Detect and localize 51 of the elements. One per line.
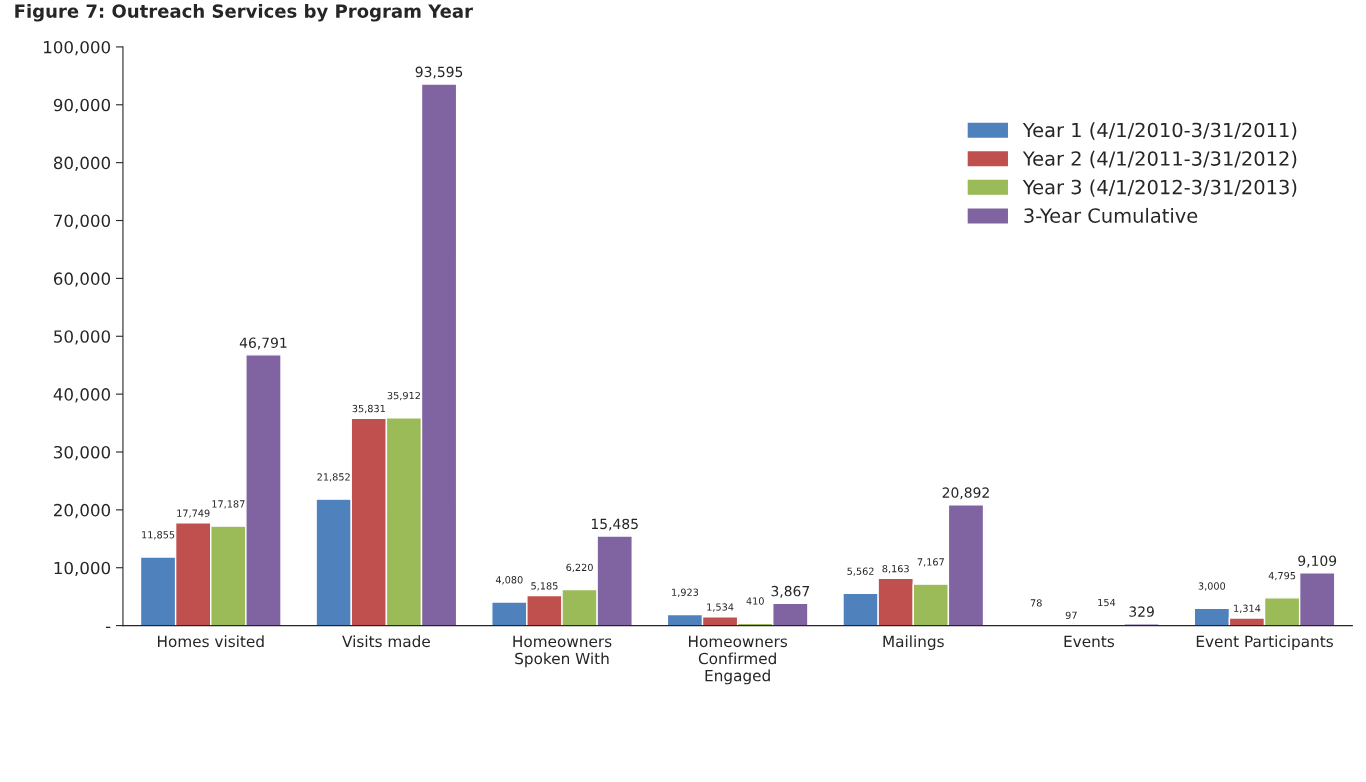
legend-label: Year 3 (4/1/2012-3/31/2013) (1022, 179, 1297, 197)
x-tick-label: Event Participants (1196, 635, 1333, 651)
data-label: 9,109 (1298, 555, 1337, 568)
data-label: 4,795 (1268, 571, 1296, 581)
data-label: 1,314 (1234, 604, 1261, 613)
data-label: 97 (1065, 611, 1077, 619)
y-tick-label: 50,000 (54, 330, 111, 345)
data-label: 46,791 (239, 337, 287, 350)
data-label: 7,167 (917, 558, 944, 567)
data-label: 5,562 (847, 567, 874, 576)
legend-label: 3-Year Cumulative (1024, 207, 1198, 223)
legend-label: Year 1 (4/1/2010-3/31/2011) (1022, 122, 1297, 140)
y-tick-label: 30,000 (54, 445, 111, 461)
x-tick-label: Mailings (883, 635, 944, 651)
data-label: 35,831 (352, 404, 385, 414)
data-label: 5,185 (531, 582, 558, 591)
x-tick-label: Homeowners Spoken With (513, 635, 612, 668)
y-tick-label: - (105, 626, 111, 629)
y-tick-label: 40,000 (53, 388, 111, 403)
x-tick-label: Events (1064, 635, 1115, 648)
data-label: 15,485 (591, 518, 638, 531)
data-label: 4,080 (495, 576, 523, 585)
chart-title: Figure 7: Outreach Services by Program Year (15, 3, 473, 22)
data-label: 1,923 (672, 588, 699, 597)
y-tick-label: 20,000 (54, 503, 111, 519)
data-label: 93,595 (415, 66, 463, 79)
y-tick-label: 70,000 (54, 214, 111, 229)
data-label: 8,163 (882, 564, 909, 574)
data-label: 17,187 (212, 500, 245, 509)
data-label: 154 (1098, 598, 1116, 607)
y-tick-label: 80,000 (53, 156, 111, 171)
data-label: 3,000 (1198, 582, 1226, 591)
data-label: 410 (746, 597, 764, 605)
data-label: 20,892 (942, 487, 989, 500)
y-tick-label: 10,000 (54, 561, 111, 576)
data-label: 11,855 (142, 531, 175, 540)
y-tick-label: 90,000 (53, 98, 111, 114)
data-label: 3,867 (771, 585, 810, 598)
x-tick-label: Visits made (342, 635, 430, 648)
data-label: 35,912 (387, 391, 420, 401)
data-label: 21,852 (317, 473, 350, 482)
x-tick-label: Homeowners Confirmed Engaged (689, 635, 788, 685)
data-label: 329 (1129, 606, 1154, 617)
x-tick-label: Homes visited (158, 635, 264, 648)
data-label: 17,749 (177, 509, 210, 518)
y-tick-label: 100,000 (44, 40, 111, 56)
data-label: 1,534 (707, 603, 734, 612)
legend-label: Year 2 (4/1/2011-3/31/2012) (1022, 150, 1297, 169)
y-tick-label: 60,000 (53, 272, 111, 287)
data-label: 78 (1030, 599, 1042, 607)
data-label: 6,220 (566, 563, 593, 573)
